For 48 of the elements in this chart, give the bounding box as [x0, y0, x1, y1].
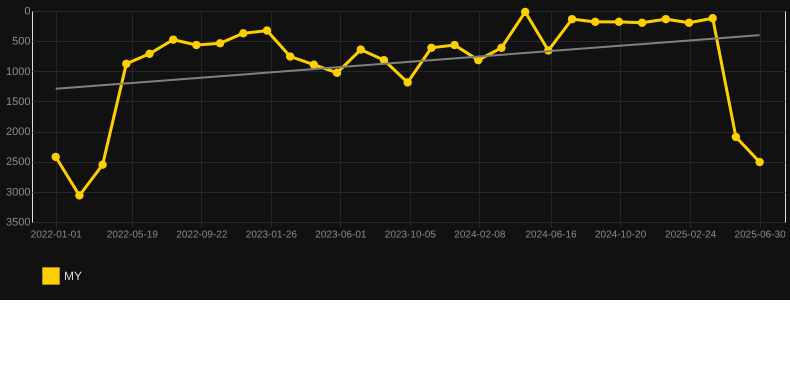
y-tick-label: 1500 — [6, 96, 30, 108]
point — [450, 40, 459, 50]
point — [403, 78, 412, 87]
point — [497, 44, 506, 52]
point — [568, 14, 576, 24]
point — [591, 18, 600, 26]
point — [614, 18, 624, 26]
point — [662, 14, 670, 24]
point — [708, 14, 717, 22]
x-tick-label: 2022-05-19 — [106, 230, 158, 240]
y-tick-label: 3000 — [6, 186, 30, 198]
point — [332, 68, 342, 77]
point — [239, 29, 248, 38]
point — [286, 52, 294, 61]
x-tick-label: 2024-10-20 — [594, 230, 647, 240]
x-tick-label: 2023-06-01 — [315, 230, 367, 240]
point — [216, 39, 224, 48]
point — [98, 160, 107, 169]
point — [122, 60, 131, 68]
y-tick-label: 3500 — [6, 216, 30, 228]
x-tick-label: 2022-01-01 — [30, 230, 82, 240]
point — [520, 8, 530, 16]
point — [684, 18, 694, 27]
point — [310, 60, 318, 69]
point — [169, 35, 178, 44]
point — [732, 132, 740, 142]
y-tick-label: 2500 — [6, 156, 30, 168]
x-tick-label: 2024-02-08 — [454, 230, 506, 240]
point — [145, 50, 154, 58]
y-tick-label: 1000 — [6, 66, 30, 78]
x-tick-label: 2022-09-22 — [176, 230, 228, 240]
point — [75, 191, 84, 200]
point — [427, 44, 436, 52]
point — [192, 40, 201, 50]
point — [52, 152, 60, 162]
y-tick-label: 0 — [24, 6, 30, 18]
x-tick-label: 2025-02-24 — [665, 230, 717, 240]
legend-label: MY — [64, 269, 82, 283]
point — [262, 26, 272, 35]
x-tick-label: 2023-10-05 — [384, 230, 436, 240]
x-tick-label: 2025-06-30 — [734, 230, 786, 240]
y-tick-label: 500 — [12, 36, 30, 48]
x-tick-label: 2024-06-16 — [525, 230, 578, 240]
point — [755, 158, 764, 166]
point — [638, 18, 646, 27]
y-tick-label: 2000 — [6, 126, 30, 138]
point — [356, 45, 365, 54]
x-tick-label: 2023-01-26 — [246, 230, 298, 240]
